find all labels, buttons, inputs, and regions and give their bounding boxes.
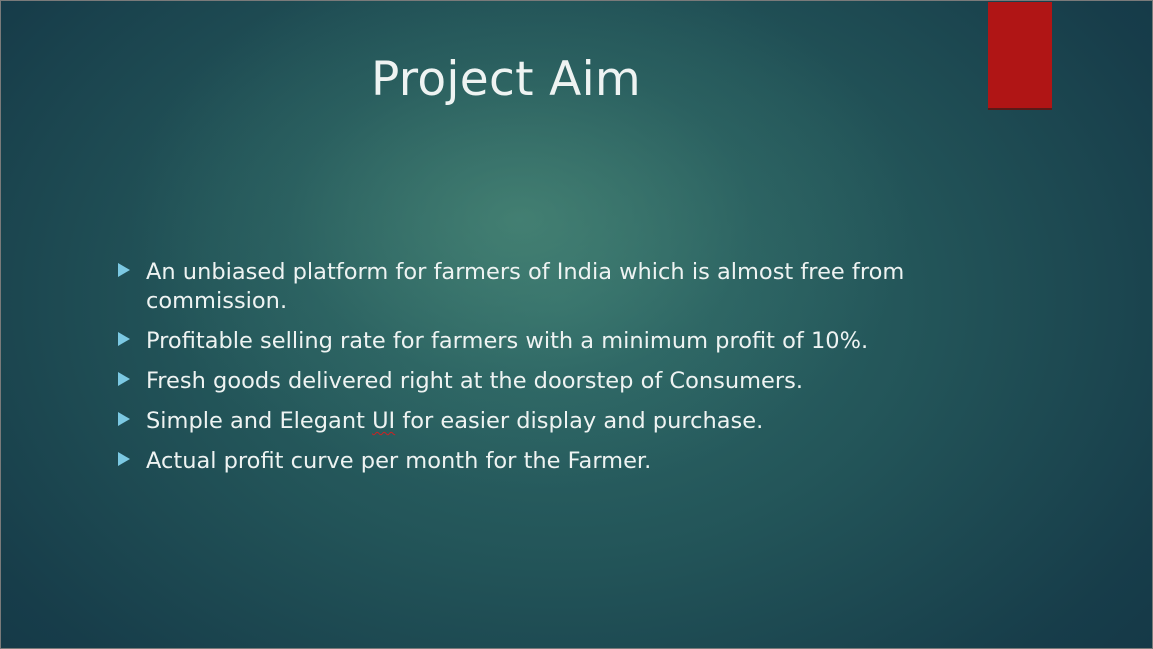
accent-tab	[988, 2, 1052, 110]
bullet-text: Simple and Elegant UI for easier display…	[146, 408, 763, 434]
spellcheck-flagged-word: UI	[372, 408, 396, 434]
bullet-text-after: for easier display and purchase.	[395, 408, 764, 434]
triangle-right-icon	[118, 332, 130, 346]
bullet-item: An unbiased platform for farmers of Indi…	[114, 258, 934, 316]
bullet-list: An unbiased platform for farmers of Indi…	[114, 258, 934, 487]
triangle-right-icon	[118, 412, 130, 426]
triangle-right-icon	[118, 263, 130, 277]
bullet-item: Fresh goods delivered right at the doors…	[114, 367, 934, 396]
bullet-text-before: Simple and Elegant	[146, 408, 373, 434]
triangle-right-icon	[118, 372, 130, 386]
bullet-text: Actual profit curve per month for the Fa…	[146, 448, 652, 474]
bullet-item: Profitable selling rate for farmers with…	[114, 327, 934, 356]
bullet-item: Actual profit curve per month for the Fa…	[114, 447, 934, 476]
slide-title: Project Aim	[370, 52, 642, 107]
bullet-text: Profitable selling rate for farmers with…	[146, 328, 869, 354]
bullet-text: Fresh goods delivered right at the doors…	[146, 368, 804, 394]
bullet-text: An unbiased platform for farmers of Indi…	[146, 259, 905, 314]
bullet-item: Simple and Elegant UI for easier display…	[114, 407, 934, 436]
triangle-right-icon	[118, 452, 130, 466]
